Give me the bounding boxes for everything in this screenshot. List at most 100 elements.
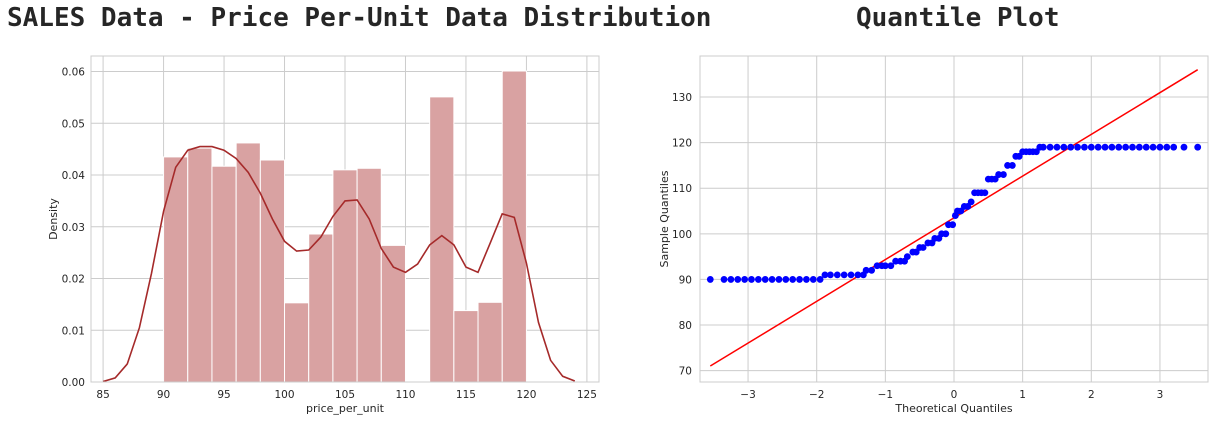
qq-plot-frame — [699, 55, 1209, 383]
histogram-bar — [429, 96, 455, 383]
histogram-bar — [259, 159, 286, 383]
histogram-bar — [380, 244, 406, 383]
histogram-title: SALES Data - Price Per-Unit Data Distrib… — [7, 3, 712, 33]
histogram-x-axis-label: price_per_unit — [306, 402, 385, 415]
histogram-bar — [332, 169, 358, 383]
qq-point — [1142, 143, 1150, 151]
qq-point — [803, 276, 810, 283]
qq-point — [1194, 143, 1202, 151]
qq-point — [1004, 162, 1011, 169]
qq-point — [1156, 143, 1164, 151]
qq-point — [854, 271, 862, 279]
qq-x-tick-label: −2 — [809, 389, 824, 401]
histogram-x-tick-label: 120 — [516, 389, 536, 401]
histogram-x-tick-label: 105 — [335, 389, 355, 401]
qq-x-tick-label: −3 — [740, 389, 755, 401]
qq-points — [706, 143, 1202, 283]
histogram-y-tick-label: 0.03 — [62, 222, 85, 234]
histogram-y-tick-label: 0.00 — [62, 377, 85, 389]
qq-x-tick-label: −1 — [878, 389, 893, 401]
qq-point — [1039, 143, 1047, 151]
histogram-y-axis-label: Density — [47, 198, 60, 240]
qq-point — [761, 276, 769, 283]
qq-x-tick-label: 1 — [1019, 389, 1026, 401]
qq-point — [1087, 143, 1095, 151]
histogram-bar — [284, 302, 310, 383]
qq-point — [949, 221, 957, 229]
qq-point — [1122, 143, 1130, 151]
qq-point — [1053, 143, 1061, 151]
histogram-x-tick-label: 100 — [275, 389, 295, 401]
qq-point — [768, 276, 776, 283]
histogram-bar — [453, 310, 479, 383]
qq-y-tick-label: 130 — [672, 92, 692, 104]
histogram-frame — [90, 55, 600, 383]
qq-x-tick-label: 2 — [1088, 389, 1095, 401]
qq-x-tick-label: 3 — [1157, 389, 1164, 401]
qq-point — [873, 262, 881, 270]
qq-point — [754, 276, 762, 283]
qq-point — [942, 230, 950, 238]
kde-curve — [102, 145, 576, 383]
qq-point — [967, 198, 975, 206]
qq-point — [782, 276, 790, 283]
qq-point — [1170, 143, 1178, 151]
qq-point — [1180, 143, 1188, 151]
qq-point — [1081, 143, 1088, 151]
qq-point — [1163, 143, 1171, 151]
qq-point — [981, 189, 989, 197]
histogram-bar — [477, 301, 503, 383]
qq-point — [1135, 143, 1143, 151]
qq-point — [862, 266, 870, 274]
histogram-x-tick-label: 115 — [456, 389, 476, 401]
qq-point — [816, 276, 824, 283]
qq-plot-grid — [700, 56, 1208, 382]
histogram-tick-labels: 85 90 95 100 105 110 115 120 125 0.00 0.01 0.02 0.03… — [62, 67, 597, 401]
qq-plot-title: Quantile Plot — [856, 3, 1060, 33]
qq-point — [1149, 143, 1157, 151]
qq-point — [833, 271, 841, 279]
qq-y-axis-label: Sample Quantiles — [658, 170, 671, 267]
histogram-x-tick-label: 125 — [577, 389, 597, 401]
qq-point — [840, 271, 848, 279]
histogram-x-tick-label: 110 — [395, 389, 415, 401]
qq-point — [1008, 162, 1016, 169]
qq-point — [748, 276, 755, 283]
histogram-x-tick-label: 85 — [96, 389, 109, 401]
qq-point — [903, 253, 911, 261]
qq-point — [727, 276, 735, 283]
qq-point — [741, 276, 749, 283]
qq-point — [847, 271, 855, 279]
histogram-bar — [211, 165, 237, 383]
histogram-x-tick-label: 95 — [217, 389, 230, 401]
qq-point — [775, 276, 783, 283]
histogram-y-tick-label: 0.05 — [62, 118, 85, 130]
qq-point — [1094, 143, 1102, 151]
qq-y-tick-label: 110 — [672, 183, 692, 195]
qq-y-tick-label: 100 — [672, 229, 692, 241]
qq-point — [809, 276, 817, 283]
qq-point — [1000, 171, 1007, 178]
qq-point — [706, 276, 714, 283]
qq-point — [720, 276, 728, 283]
histogram-bar — [235, 142, 261, 383]
histogram-y-tick-label: 0.01 — [62, 325, 85, 337]
histogram-bar — [501, 70, 527, 383]
qq-point — [1046, 143, 1054, 151]
qq-point — [821, 271, 829, 279]
qq-point — [995, 171, 1003, 178]
qq-tick-labels: −3 −2 −1 0 1 2 3 70 80 90 100 110 120 130 — [672, 92, 1163, 401]
qq-y-tick-label: 120 — [672, 138, 692, 150]
qq-point — [868, 266, 876, 274]
qq-point — [887, 262, 895, 270]
histogram-y-tick-label: 0.02 — [62, 274, 85, 286]
qq-point — [881, 262, 889, 270]
qq-y-tick-label: 90 — [679, 274, 692, 286]
histogram-bars — [163, 70, 527, 383]
qq-point — [734, 276, 742, 283]
qq-point — [1115, 143, 1123, 151]
qq-point — [1101, 143, 1109, 151]
histogram-y-tick-label: 0.06 — [62, 67, 86, 79]
